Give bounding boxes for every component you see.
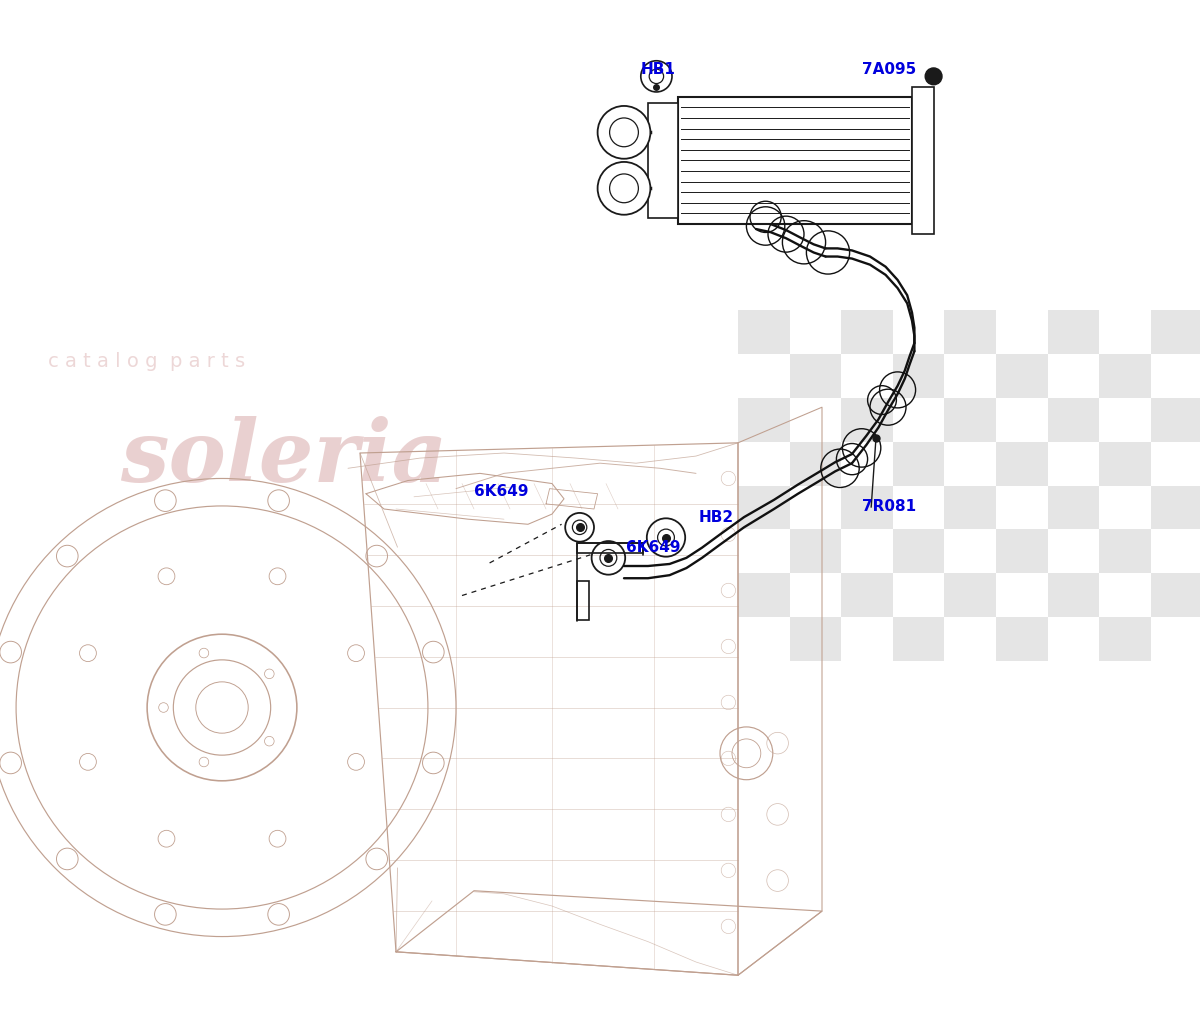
Bar bbox=[1151, 486, 1200, 529]
Bar bbox=[996, 354, 1048, 398]
Bar bbox=[1048, 310, 1099, 354]
Bar bbox=[577, 543, 643, 553]
Text: 6K649: 6K649 bbox=[474, 485, 528, 499]
Bar bbox=[648, 103, 678, 218]
Bar bbox=[1099, 529, 1151, 573]
Bar bbox=[944, 486, 996, 529]
Bar bbox=[893, 354, 944, 398]
Circle shape bbox=[598, 106, 650, 159]
Bar bbox=[738, 486, 790, 529]
Text: 6K649: 6K649 bbox=[626, 541, 680, 555]
Bar bbox=[790, 442, 841, 486]
Bar bbox=[841, 486, 893, 529]
Bar bbox=[996, 617, 1048, 661]
Bar bbox=[1048, 486, 1099, 529]
Bar bbox=[893, 617, 944, 661]
Bar bbox=[790, 617, 841, 661]
Bar bbox=[1099, 442, 1151, 486]
Bar bbox=[944, 398, 996, 442]
Bar bbox=[1151, 310, 1200, 354]
Bar bbox=[944, 310, 996, 354]
Bar bbox=[841, 398, 893, 442]
Text: HB1: HB1 bbox=[640, 62, 676, 76]
Bar bbox=[738, 398, 790, 442]
Bar bbox=[790, 354, 841, 398]
Bar bbox=[1099, 617, 1151, 661]
Bar bbox=[893, 529, 944, 573]
Circle shape bbox=[598, 162, 650, 215]
Circle shape bbox=[641, 61, 672, 92]
Bar bbox=[738, 573, 790, 617]
Circle shape bbox=[925, 68, 942, 84]
Bar bbox=[1048, 398, 1099, 442]
Bar bbox=[912, 87, 934, 234]
Bar bbox=[996, 529, 1048, 573]
Bar bbox=[1151, 398, 1200, 442]
Bar bbox=[678, 97, 912, 224]
Bar bbox=[577, 581, 589, 620]
Text: c a t a l o g  p a r t s: c a t a l o g p a r t s bbox=[48, 352, 245, 371]
Bar bbox=[841, 310, 893, 354]
Bar bbox=[893, 442, 944, 486]
Bar bbox=[738, 310, 790, 354]
Bar bbox=[996, 442, 1048, 486]
Bar bbox=[944, 573, 996, 617]
Bar bbox=[841, 573, 893, 617]
Text: 7A095: 7A095 bbox=[862, 62, 916, 76]
Bar bbox=[790, 529, 841, 573]
Bar bbox=[1099, 354, 1151, 398]
Bar bbox=[1048, 573, 1099, 617]
Text: HB2: HB2 bbox=[698, 510, 733, 524]
Text: 7R081: 7R081 bbox=[862, 500, 916, 514]
Bar bbox=[1151, 573, 1200, 617]
Text: soleria: soleria bbox=[120, 416, 448, 500]
